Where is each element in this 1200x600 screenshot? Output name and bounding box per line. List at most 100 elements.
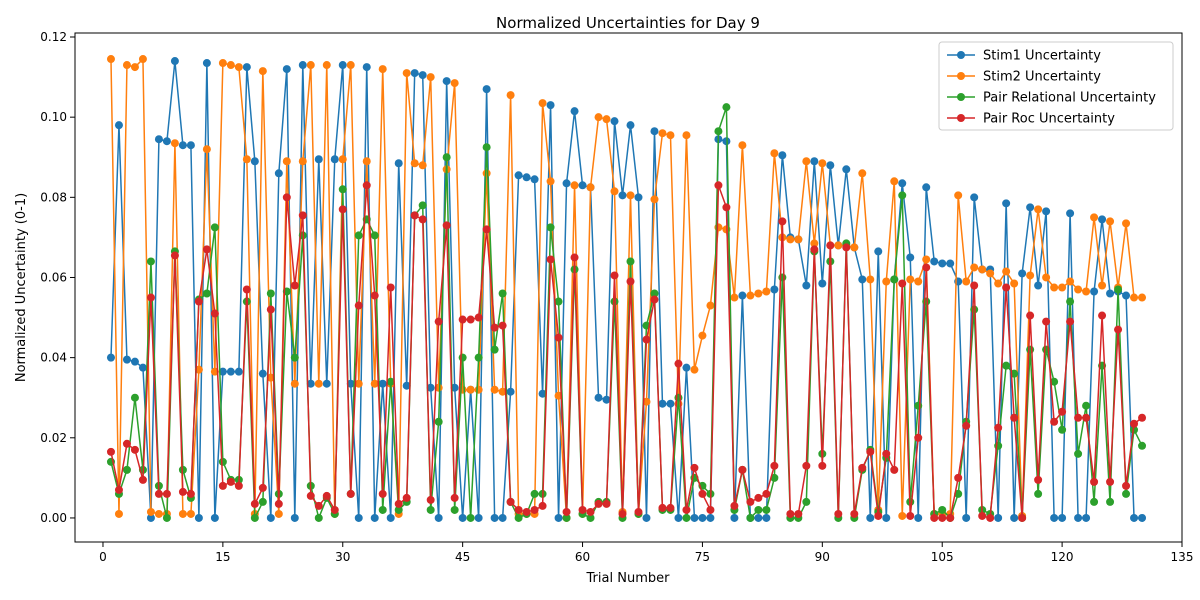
data-point: [738, 291, 747, 300]
legend-label: Pair Roc Uncertainty: [983, 112, 1115, 127]
data-point: [610, 117, 619, 126]
data-point: [506, 91, 515, 100]
data-point: [522, 507, 531, 516]
data-point: [682, 131, 691, 140]
data-point: [730, 501, 739, 510]
data-point: [458, 315, 467, 324]
data-point: [514, 505, 523, 514]
x-axis: 0 15 30 45 60 75 90 105 120 135: [99, 542, 1193, 564]
data-point: [218, 481, 227, 490]
data-point: [418, 215, 427, 224]
data-point: [978, 265, 987, 274]
data-point: [898, 191, 907, 200]
legend-label: Pair Relational Uncertainty: [983, 91, 1156, 106]
data-point: [1138, 413, 1147, 422]
data-point: [938, 505, 947, 514]
data-point: [370, 379, 379, 388]
data-point: [730, 513, 739, 522]
data-point: [426, 505, 435, 514]
data-point: [426, 495, 435, 504]
legend: Stim1 Uncertainty Stim2 Uncertainty Pair R…: [938, 41, 1174, 131]
data-point: [730, 293, 739, 302]
data-point: [746, 513, 755, 522]
x-tick-label: 135: [1171, 550, 1194, 564]
data-point: [746, 497, 755, 506]
data-point: [130, 445, 139, 454]
data-point: [866, 513, 875, 522]
data-point: [570, 181, 579, 190]
data-point: [906, 253, 915, 262]
data-point: [402, 493, 411, 502]
data-point: [586, 513, 595, 522]
data-point: [1002, 199, 1011, 208]
data-point: [274, 499, 283, 508]
data-point: [114, 509, 123, 518]
data-point: [378, 65, 387, 74]
data-point: [986, 269, 995, 278]
data-point: [1122, 291, 1131, 300]
data-point: [746, 291, 755, 300]
data-point: [898, 279, 907, 288]
data-point: [434, 317, 443, 326]
data-point: [714, 127, 723, 136]
data-point: [490, 513, 499, 522]
data-point: [1106, 497, 1115, 506]
data-point: [890, 465, 899, 474]
data-point: [682, 363, 691, 372]
data-point: [642, 335, 651, 344]
data-point: [130, 63, 139, 72]
data-point: [634, 193, 643, 202]
data-point: [202, 59, 211, 68]
data-point: [738, 141, 747, 150]
data-point: [874, 511, 883, 520]
x-tick-label: 45: [455, 550, 470, 564]
data-point: [202, 245, 211, 254]
data-point: [586, 183, 595, 192]
data-point: [1050, 283, 1059, 292]
data-point: [674, 393, 683, 402]
data-point: [1066, 277, 1075, 286]
data-point: [194, 513, 203, 522]
data-point: [1034, 475, 1043, 484]
data-point: [418, 71, 427, 80]
data-point: [506, 497, 515, 506]
data-point: [146, 257, 155, 266]
data-point: [570, 253, 579, 262]
data-point: [626, 277, 635, 286]
data-point: [226, 367, 235, 376]
data-point: [250, 513, 259, 522]
data-point: [186, 489, 195, 498]
data-point: [954, 489, 963, 498]
x-tick-label: 120: [1051, 550, 1074, 564]
data-point: [714, 181, 723, 190]
data-point: [922, 255, 931, 264]
data-point: [834, 509, 843, 518]
data-point: [778, 151, 787, 160]
data-point: [1018, 269, 1027, 278]
data-point: [218, 59, 227, 68]
data-point: [490, 345, 499, 354]
data-point: [474, 353, 483, 362]
data-point: [1034, 281, 1043, 290]
data-point: [914, 401, 923, 410]
x-axis-label: Trial Number: [586, 571, 671, 586]
data-point: [1098, 281, 1107, 290]
data-point: [394, 159, 403, 168]
y-axis-label: Normalized Uncertainty (0-1): [14, 193, 29, 382]
data-point: [706, 301, 715, 310]
y-tick-label: 0.08: [40, 190, 67, 204]
data-point: [570, 107, 579, 116]
data-point: [346, 489, 355, 498]
data-point: [386, 513, 395, 522]
data-point: [210, 309, 219, 318]
data-point: [1010, 279, 1019, 288]
data-point: [906, 275, 915, 284]
data-point: [474, 385, 483, 394]
data-point: [970, 263, 979, 272]
data-point: [242, 63, 251, 72]
data-point: [658, 503, 667, 512]
data-point: [1130, 425, 1139, 434]
data-point: [602, 499, 611, 508]
y-tick-label: 0.00: [40, 511, 67, 525]
data-point: [1074, 413, 1083, 422]
